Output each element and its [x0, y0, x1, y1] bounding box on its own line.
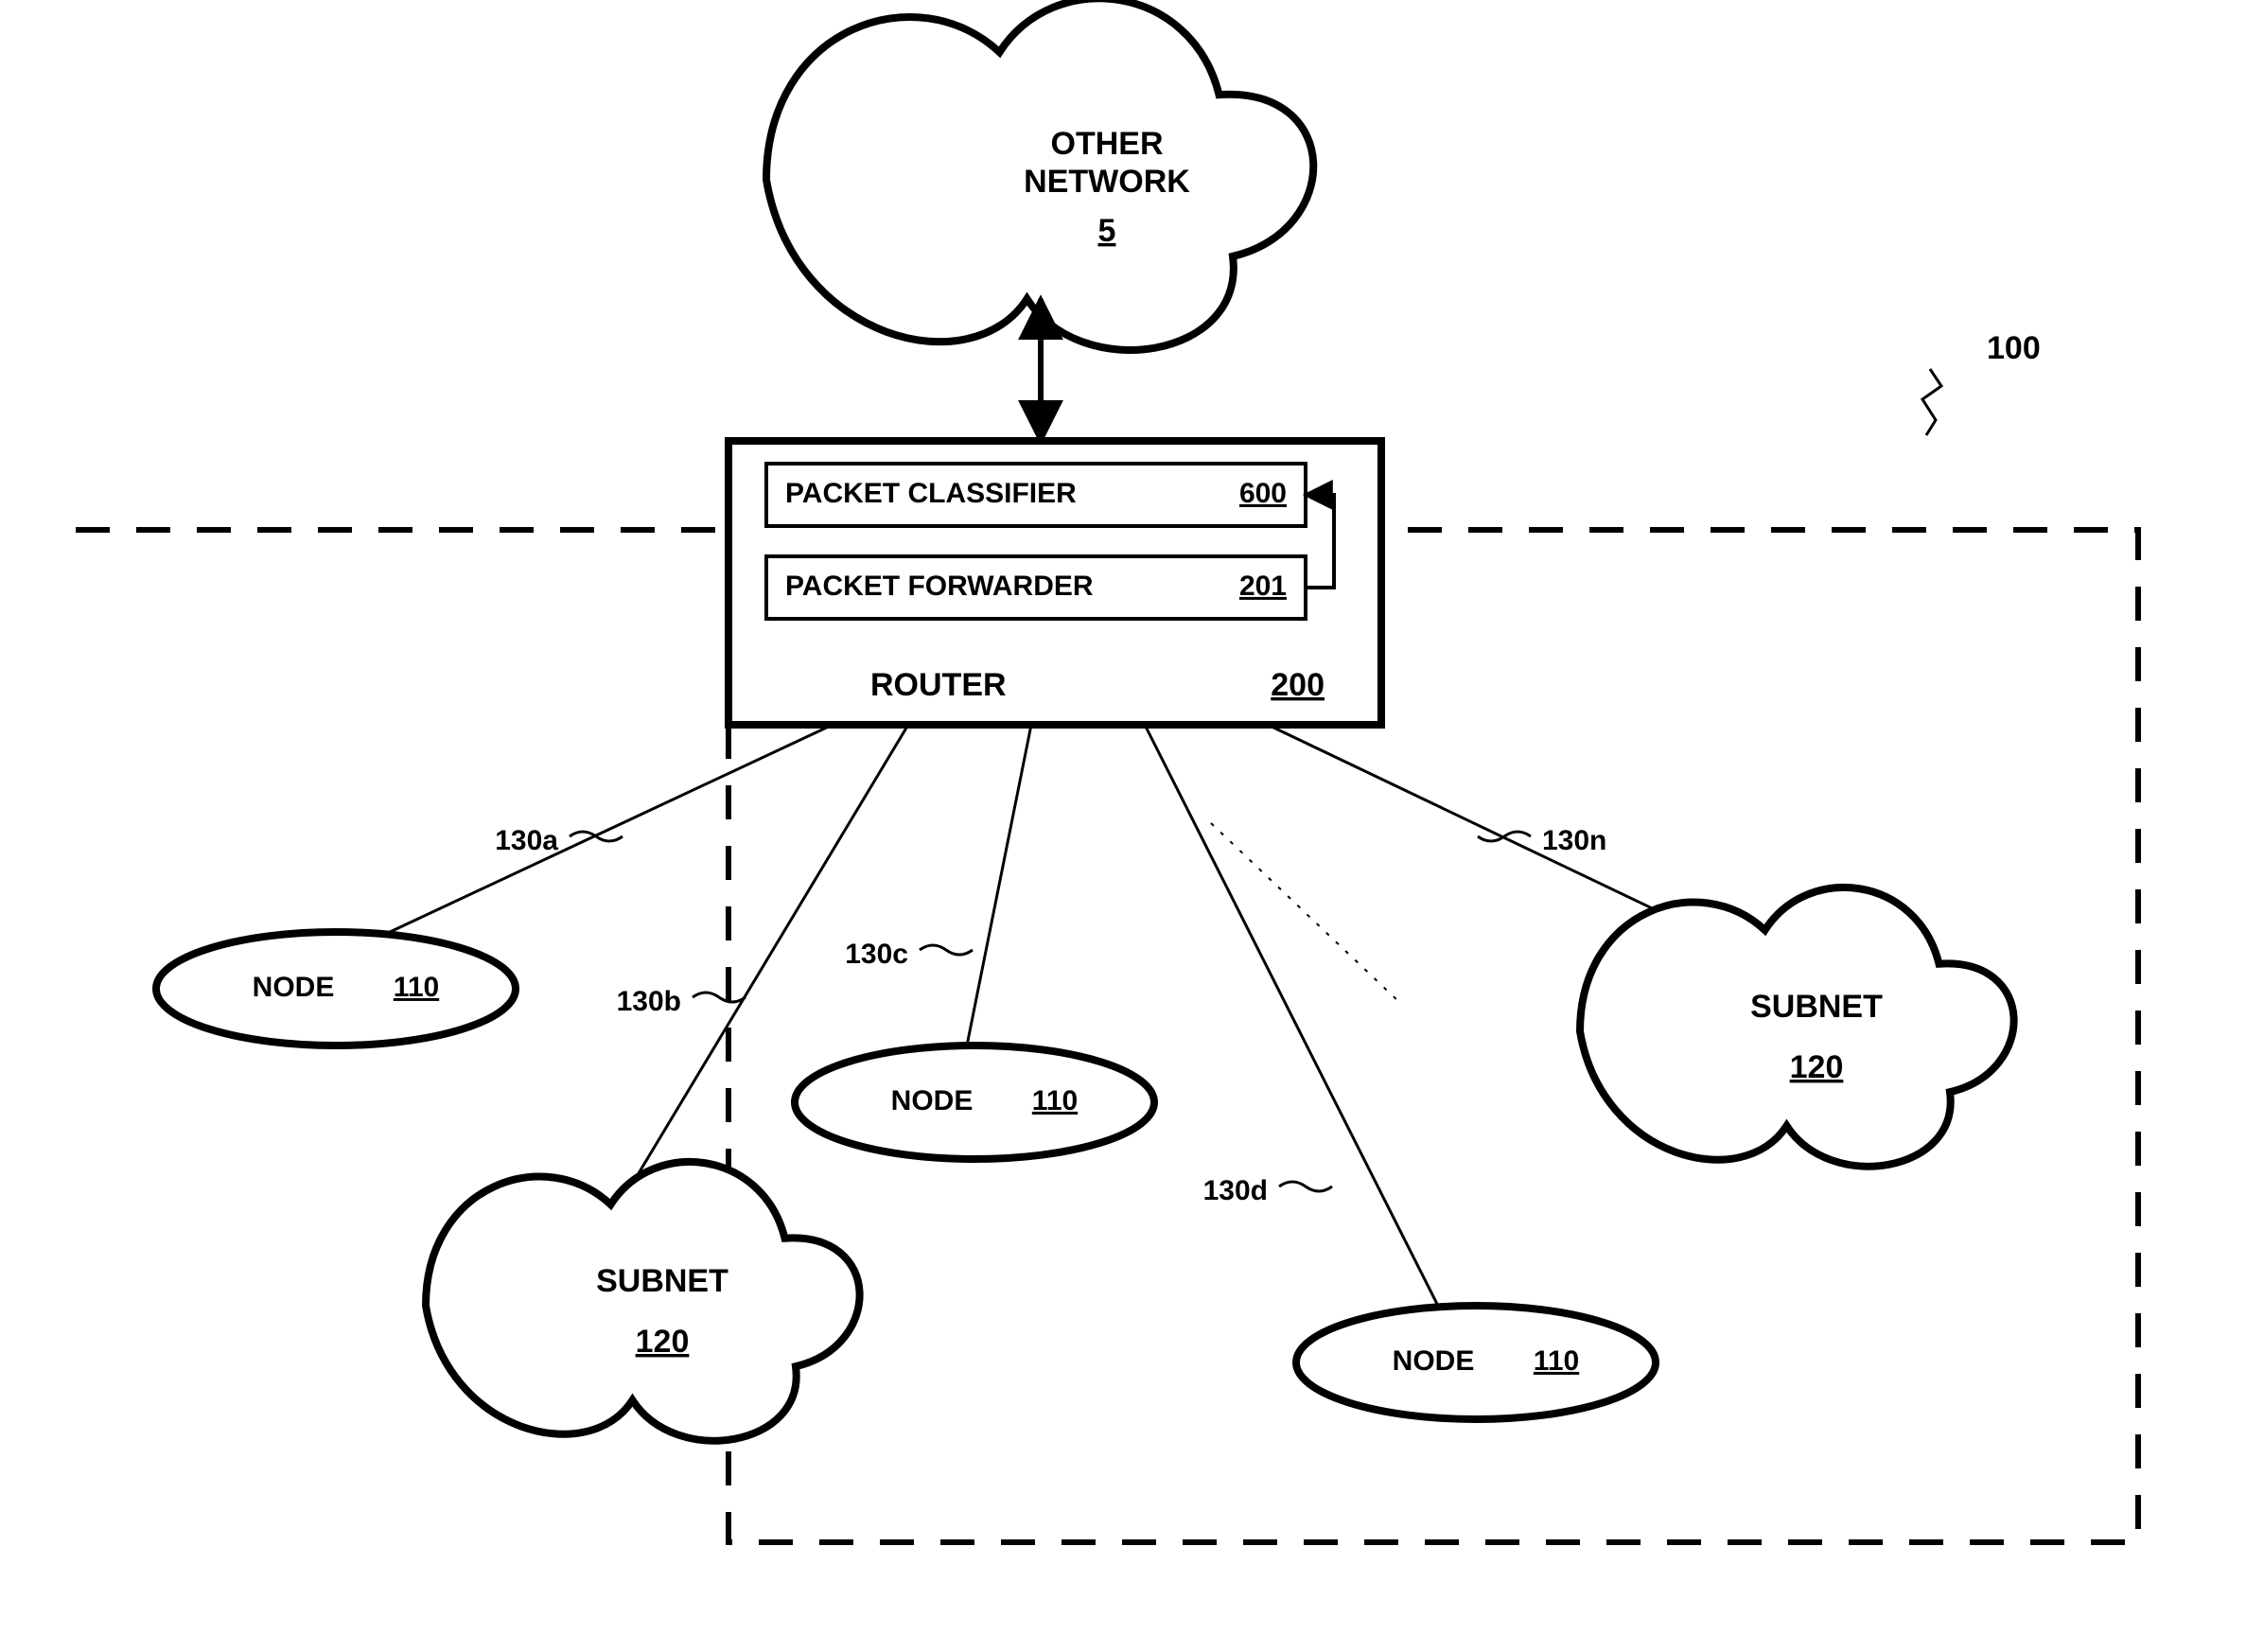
packet-forwarder-ref: 201 [1239, 571, 1287, 602]
node-node_a-label: NODE [253, 972, 335, 1003]
router-label: ROUTER [870, 667, 1007, 703]
subnet-subnet_b-label: SUBNET [596, 1263, 728, 1299]
subnet-subnet_n-label: SUBNET [1750, 989, 1883, 1025]
node-node_c-ref: 110 [1032, 1085, 1078, 1116]
link-label-130a: 130a [495, 825, 558, 856]
packet-forwarder-label: PACKET FORWARDER [785, 571, 1094, 602]
router-ref: 200 [1271, 667, 1325, 703]
node-node_a [156, 932, 516, 1046]
packet-classifier-label: PACKET CLASSIFIER [785, 478, 1077, 509]
subnet-subnet_b [426, 1162, 860, 1441]
link-label-130n-squiggle [1478, 832, 1531, 841]
boundary-ref: 100 [1987, 330, 2041, 366]
link-label-130n: 130n [1542, 825, 1606, 856]
node-node_a-ref: 110 [394, 972, 439, 1003]
link-label-130a-squiggle [570, 832, 623, 841]
link-label-130b: 130b [617, 986, 681, 1017]
link-label-130b-squiggle [693, 993, 746, 1002]
link-label-130c: 130c [845, 939, 908, 970]
packet-classifier-ref: 600 [1239, 478, 1287, 509]
node-node_d-ref: 110 [1534, 1345, 1579, 1377]
other-network-label2: NETWORK [1024, 164, 1190, 200]
node-node_c-label: NODE [891, 1085, 974, 1116]
link-label-130c-squiggle [920, 945, 973, 955]
boundary-ref-pointer [1922, 369, 1941, 435]
node-node_d-label: NODE [1393, 1345, 1475, 1377]
subnet-subnet_b-ref: 120 [636, 1324, 690, 1360]
other-network-ref: 5 [1098, 213, 1116, 249]
link-label-130d: 130d [1203, 1175, 1268, 1206]
link-130d [1145, 725, 1448, 1325]
node-node_c [795, 1046, 1154, 1159]
subnet-subnet_n [1580, 888, 2014, 1167]
link-130c [965, 725, 1031, 1055]
node-node_d [1296, 1306, 1656, 1419]
other-network-label: OTHER [1051, 126, 1164, 162]
subnet-subnet_n-ref: 120 [1790, 1049, 1844, 1085]
link-label-130d-squiggle [1279, 1182, 1332, 1191]
